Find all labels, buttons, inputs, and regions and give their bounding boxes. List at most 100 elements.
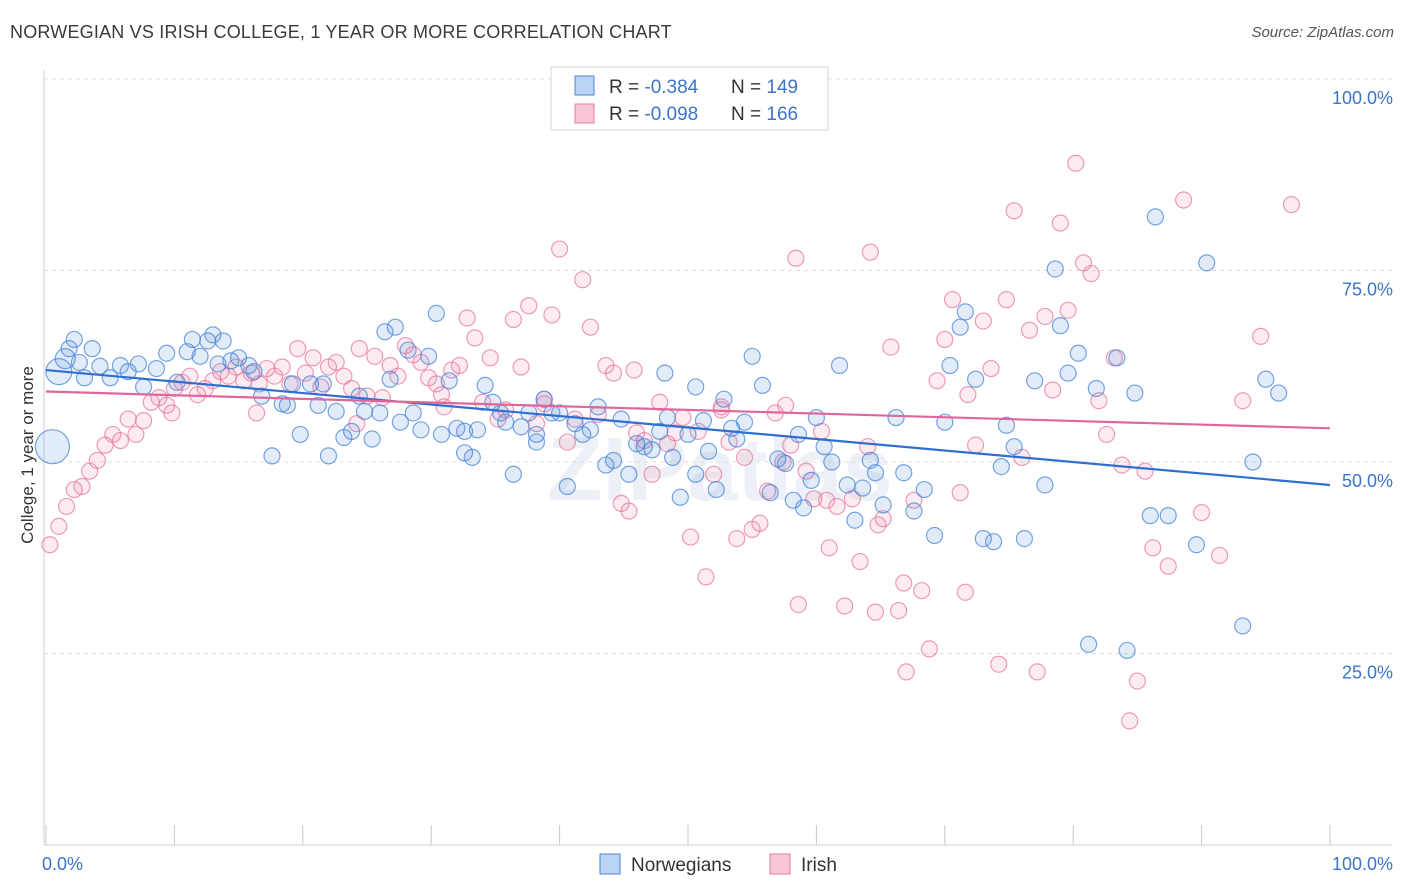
norwegians-point [1244,453,1262,471]
irish-point [296,364,314,382]
norwegians-point [956,303,974,321]
norwegians-point [866,464,885,482]
irish-point [289,340,307,358]
irish-point [57,497,76,516]
norwegians-point [191,347,209,365]
bottom-legend-label-norwegians: Norwegians [631,855,731,876]
norwegians-point [830,356,849,375]
norwegians-point [70,353,88,372]
norwegians-point [134,378,153,396]
norwegians-point [301,375,320,393]
irish-point [581,318,600,336]
norwegians-point [381,370,399,388]
norwegians-point [663,448,682,467]
norwegians-point [707,480,725,499]
irish-point [1044,381,1062,399]
norwegians-point [807,408,826,427]
irish-point [776,396,795,414]
irish-point [620,502,638,520]
irish-point [335,367,353,385]
norwegians-point [314,375,332,393]
irish-point [127,425,145,444]
irish-point [959,385,977,404]
irish-point [951,484,969,502]
irish-point [936,330,954,349]
norwegians-point [1059,364,1077,382]
irish-point [674,408,692,427]
irish-point [41,536,59,554]
norwegians-point [455,422,474,440]
norwegians-point [1270,384,1288,402]
irish-point [273,358,291,376]
legend-r-label-1: R = [609,77,644,98]
norwegians-point [1118,641,1136,660]
irish-point [928,372,946,390]
x-tick-label-min: 0.0% [42,854,83,874]
norwegians-point [209,355,227,373]
y-axis-label: College, 1 year or more [18,366,37,544]
irish-point [943,291,962,309]
norwegians-point [823,453,841,471]
norwegians-point [1141,507,1159,525]
norwegians-point [1080,635,1098,653]
norwegians-point [101,369,119,387]
irish-point [1136,462,1154,480]
irish-point [861,243,879,261]
irish-point [450,356,469,375]
irish-point [481,349,499,367]
norwegians-point [887,408,905,427]
top-legend: R = -0.384 N = 149 R = -0.098 N = 166 [550,66,829,131]
y-tick-labels: 100.0% 75.0% 50.0% 25.0% [1332,88,1393,683]
norwegians-point [476,376,494,394]
x-tick-labels: 0.0% 100.0% [42,854,1393,874]
norwegians-point [427,304,445,322]
norwegians-point [974,529,992,548]
norwegians-point [54,347,76,370]
norwegians-point [941,356,959,375]
irish-point [366,347,384,365]
irish-point [990,655,1008,673]
bottom-legend-label-irish: Irish [801,855,837,876]
norwegians-point [512,418,530,436]
irish-point [851,552,869,571]
norwegians-point [679,425,697,444]
irish-point [427,375,445,393]
norwegians-point [404,404,422,422]
y-tick-label: 25.0% [1342,663,1393,683]
bottom-legend: Norwegians Irish [599,853,837,876]
norwegians-point [263,447,281,465]
svg-text:N = 149: N = 149 [731,77,798,98]
irish-point [1128,672,1147,690]
norwegians-point [612,410,630,428]
irish-point [1234,392,1252,410]
x-ticks [45,825,1331,845]
irish-point [787,249,805,267]
norwegians-point [874,496,892,514]
norwegians-point [1126,384,1144,402]
irish-point [466,329,484,347]
norwegians-point [83,340,101,358]
irish-point [625,361,643,379]
norwegians-point [620,465,638,483]
irish-point [458,309,476,327]
irish-point [866,603,885,621]
legend-n-value-2: 166 [766,104,798,125]
irish-point [751,514,769,532]
irish-point [913,582,931,600]
irish-point [73,477,91,496]
norwegians-point [527,433,546,451]
norwegians-point [694,412,713,430]
svg-text:N = 166: N = 166 [731,104,798,125]
norwegians-point [581,421,600,439]
irish-point [869,516,887,534]
irish-point [705,465,723,483]
norwegians-point [1087,379,1105,398]
norwegians-point [992,457,1010,476]
norwegians-point [925,526,944,545]
irish-point [836,597,854,615]
irish-point [889,602,908,620]
norwegians-point [1026,372,1044,390]
irish-point [1144,539,1162,557]
irish-point [1282,196,1301,214]
irish-point [1159,557,1177,575]
